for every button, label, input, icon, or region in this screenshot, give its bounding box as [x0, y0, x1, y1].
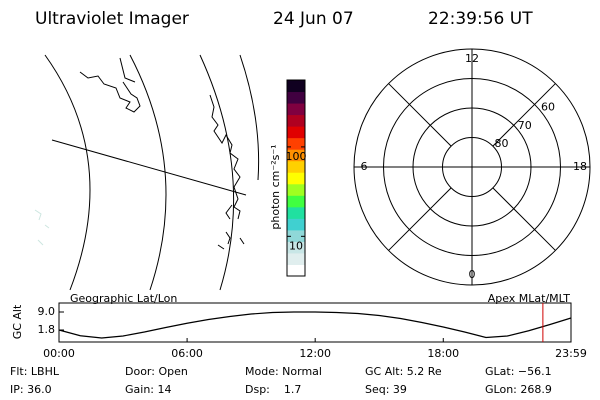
aurora-emission — [34, 209, 50, 246]
plot-frame — [58, 302, 572, 343]
status-field: Gain: 14 — [125, 383, 172, 396]
color-step — [287, 149, 305, 162]
status-field: GLon: 268.9 — [485, 383, 552, 396]
colorbar-frame — [286, 79, 306, 277]
status-field: IP: 36.0 — [10, 383, 52, 396]
meridian — [239, 54, 260, 181]
lat-ring — [383, 78, 561, 256]
color-step — [287, 137, 305, 150]
color-step — [287, 172, 305, 185]
colorbar-label: photon cm⁻²s⁻¹ — [269, 144, 282, 229]
coastline — [79, 57, 245, 250]
polar-spoke — [388, 83, 452, 147]
color-step — [287, 264, 305, 277]
color-step — [287, 183, 305, 196]
color-step — [287, 160, 305, 173]
y-axis-label: GC Alt — [11, 304, 24, 339]
x-tick-label: 23:59 — [555, 347, 587, 360]
meridian — [44, 54, 91, 291]
status-field: Mode: Normal — [245, 365, 322, 378]
altitude-chart: 1.8 9.0 00:00 06:00 12:00 18:00 23:59 — [38, 302, 587, 360]
meridian — [129, 54, 167, 291]
color-step — [287, 114, 305, 127]
status-field: Door: Open — [125, 365, 188, 378]
subtitle-left: Geographic Lat/Lon — [70, 292, 177, 305]
color-step — [287, 229, 305, 242]
mlt-label: 12 — [465, 52, 479, 65]
status-field: Seq: 39 — [365, 383, 407, 396]
color-step — [287, 252, 305, 265]
status-field: Flt: LBHL — [10, 365, 60, 378]
color-step — [287, 126, 305, 139]
x-tick-label: 06:00 — [171, 347, 203, 360]
subtitle-right: Apex MLat/MLT — [488, 292, 571, 305]
status-field: Dsp: 1.7 — [245, 383, 301, 396]
color-step — [287, 218, 305, 231]
footer: Flt: LBHL Door: Open Mode: Normal GC Alt: 5… — [10, 365, 552, 396]
polar-spoke — [492, 187, 556, 251]
lat-ring — [442, 137, 502, 197]
colorbar: 10 100 — [286, 79, 307, 277]
color-step — [287, 91, 305, 104]
lat-label: 70 — [518, 119, 532, 132]
date: 24 Jun 07 — [273, 9, 354, 29]
color-step — [287, 206, 305, 219]
color-step — [287, 103, 305, 116]
map — [34, 54, 260, 291]
x-tick-label: 00:00 — [43, 347, 75, 360]
mlt-label: 6 — [361, 160, 368, 173]
colorbar-tick-label: 100 — [286, 150, 307, 163]
x-tick-label: 12:00 — [299, 347, 331, 360]
lat-ring — [412, 107, 532, 227]
lat-label: 60 — [541, 101, 555, 114]
colorbar-tick-label: 10 — [289, 239, 303, 252]
mlt-label: 18 — [573, 160, 587, 173]
polar-spoke — [388, 187, 452, 251]
time: 22:39:56 UT — [428, 9, 533, 29]
altitude-line — [58, 311, 572, 339]
mlt-label: 0 — [469, 268, 476, 281]
y-tick-label: 9.0 — [38, 305, 56, 318]
color-step — [287, 241, 305, 254]
color-step — [287, 195, 305, 208]
parallel — [51, 139, 247, 196]
title: Ultraviolet Imager — [35, 9, 189, 29]
x-tick-label: 18:00 — [427, 347, 459, 360]
y-tick-label: 1.8 — [38, 323, 56, 336]
meridian — [199, 54, 235, 291]
status-field: GC Alt: 5.2 Re — [365, 365, 442, 378]
polar-spoke — [492, 83, 556, 147]
color-step — [287, 80, 305, 93]
status-field: GLat: −56.1 — [485, 365, 552, 378]
lat-label: 80 — [495, 137, 509, 150]
